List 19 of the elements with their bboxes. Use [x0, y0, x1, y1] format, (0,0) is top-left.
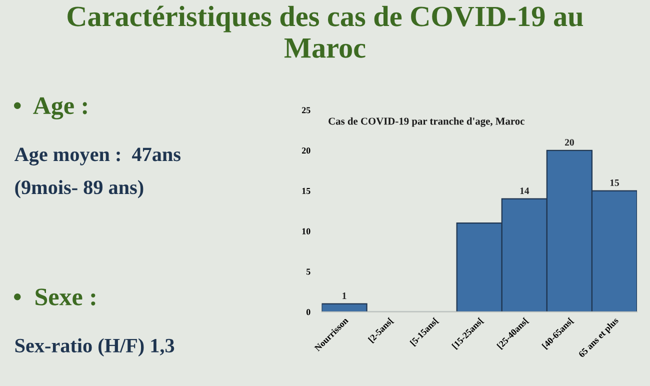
x-tick-label: 65 ans et plus — [578, 316, 620, 360]
y-tick-label: 20 — [302, 148, 310, 154]
text: • Age : — [14, 97, 87, 120]
data-label: 20 — [564, 139, 574, 146]
y-tick-label: 10 — [302, 228, 310, 234]
text: Age moyen : 47ans — [14, 148, 181, 166]
text: Cas de COVID-19 par tranche d'age, Maroc — [328, 117, 524, 127]
chart-title: Caractéristiques des cas de COVID-19 au Maroc — [68, 6, 584, 58]
text: Sex-ratio (H/F) 1,3 — [15, 338, 174, 357]
text: (9mois- 89 ans) — [15, 180, 144, 198]
data-label: 14 — [520, 188, 530, 194]
text: • Sexe : — [14, 288, 96, 306]
y-tick-label: 15 — [302, 188, 310, 194]
bar — [322, 303, 368, 312]
y-tick-label: 25 — [302, 107, 310, 114]
data-label: 1 — [342, 292, 346, 299]
y-tick-label: 0 — [306, 309, 310, 316]
data-label: 15 — [610, 179, 619, 186]
y-tick-label: 5 — [306, 268, 310, 275]
